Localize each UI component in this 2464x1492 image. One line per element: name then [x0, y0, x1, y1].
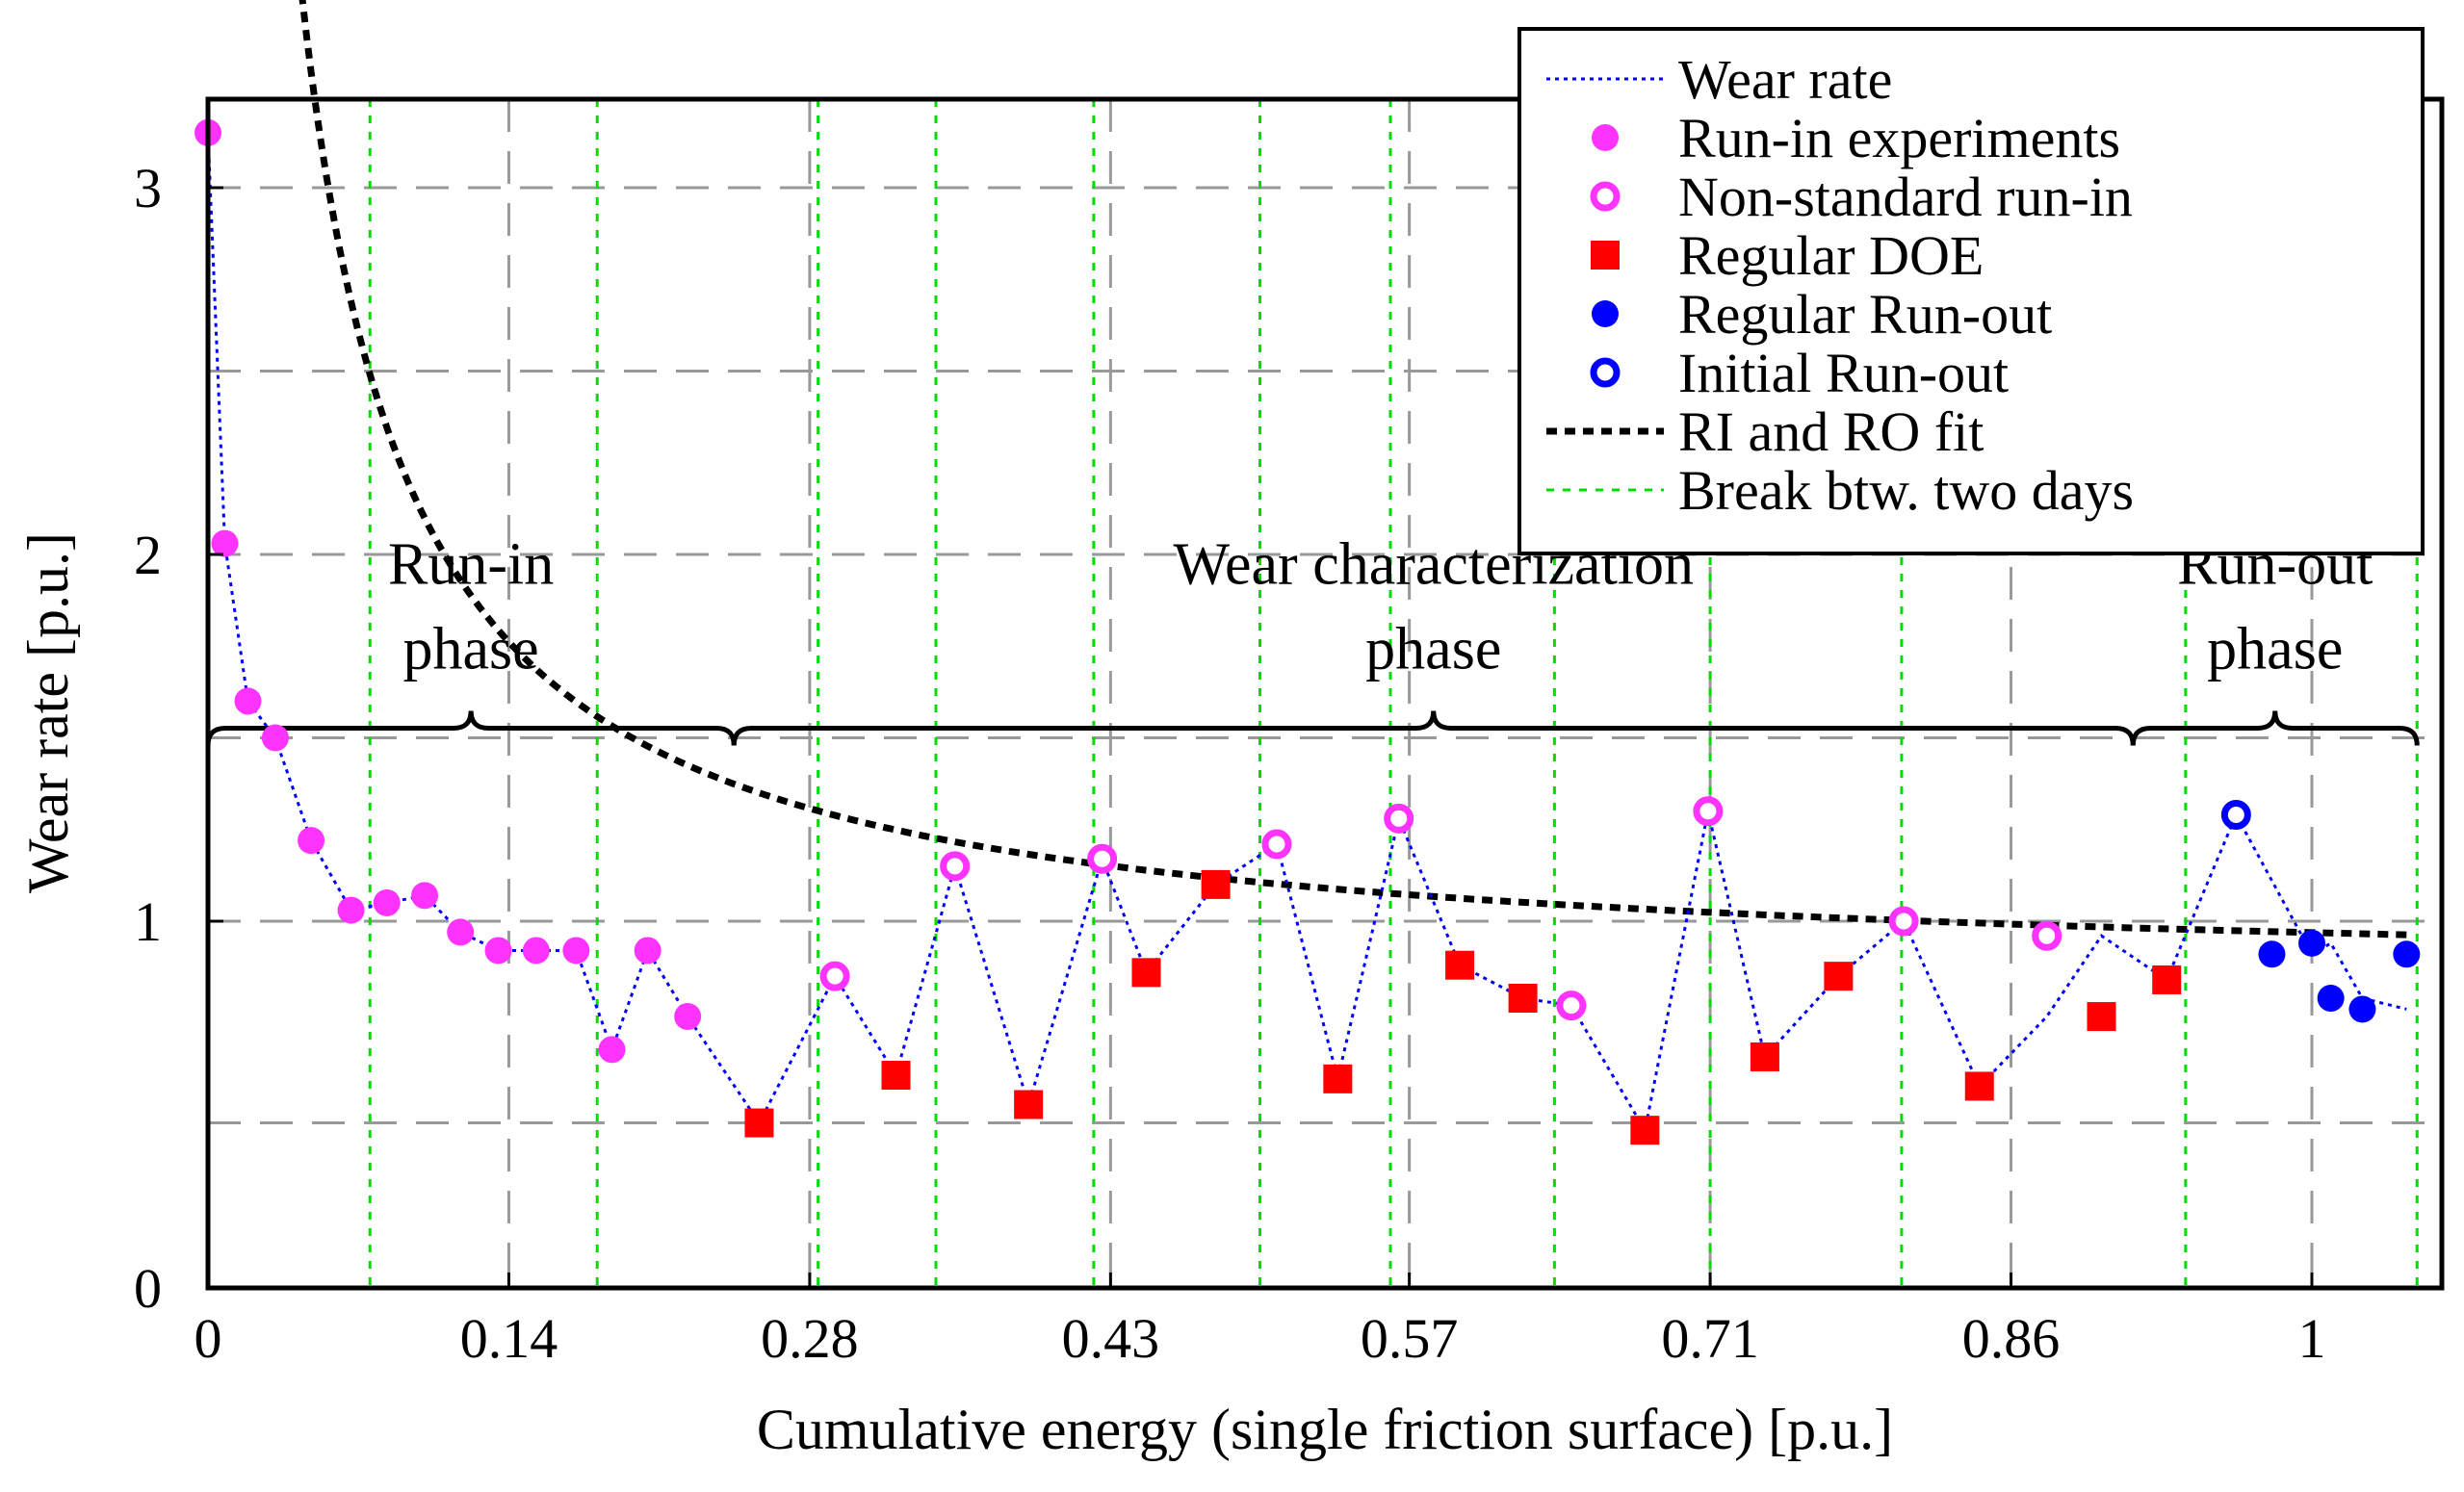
regular-doe-point: [1630, 1116, 1660, 1145]
legend-label: Wear rate: [1678, 48, 1892, 111]
x-tick-label: 0.71: [1661, 1307, 1759, 1370]
non-standard-run-in-point: [1087, 843, 1118, 874]
regular-doe-point: [1824, 962, 1854, 991]
run-in-point: [522, 937, 550, 965]
regular-run-out-point: [2348, 995, 2376, 1023]
phase-label: phase: [1365, 617, 1501, 682]
non-standard-run-in-point: [1888, 906, 1919, 937]
legend-marker: [1592, 300, 1619, 327]
x-tick-label: 0.57: [1361, 1307, 1459, 1370]
legend-label: RI and RO fit: [1678, 400, 1984, 463]
run-in-point: [234, 687, 262, 715]
x-tick-label: 0.28: [761, 1307, 859, 1370]
run-in-point: [634, 937, 661, 965]
run-in-point: [298, 827, 325, 855]
run-in-point: [411, 882, 439, 910]
legend-entry-nonstd: Non-standard run-in: [1590, 166, 2133, 228]
non-standard-run-in-point: [1556, 990, 1587, 1021]
grid-lines: [208, 99, 2442, 1288]
legend-box: [1517, 27, 2425, 555]
y-tick-label: 1: [134, 890, 162, 953]
non-standard-run-in-point: [819, 961, 850, 991]
initial-run-out-point: [2220, 800, 2251, 831]
run-in-point: [337, 896, 365, 924]
phase-brace: [2130, 710, 2420, 746]
phase-label: Run-in: [388, 532, 554, 598]
regular-doe-point: [1014, 1090, 1044, 1119]
phase-brace: [731, 710, 2136, 746]
legend-entry-wear-rate: Wear rate: [1546, 48, 1892, 111]
x-tick-label: 0.86: [1962, 1307, 2061, 1370]
legend-marker: [1592, 124, 1619, 151]
run-in-point: [562, 937, 590, 965]
regular-doe-point: [1964, 1071, 1994, 1101]
legend-entry-runin: Run-in experiments: [1592, 107, 2120, 169]
phase-label: phase: [2207, 617, 2343, 682]
non-standard-run-in-point: [940, 851, 971, 882]
regular-run-out-point: [2258, 940, 2286, 968]
plot-frame: [205, 96, 2445, 1291]
legend-entry-runout: Regular Run-out: [1592, 283, 2052, 346]
run-in-point: [598, 1036, 626, 1064]
regular-doe-point: [1508, 984, 1538, 1014]
run-in-point: [373, 888, 401, 916]
legend-entry-fit: RI and RO fit: [1546, 400, 1984, 463]
x-axis-label: Cumulative energy (single friction surfa…: [757, 1398, 1893, 1461]
legend-label: Initial Run-out: [1678, 342, 2009, 404]
y-tick-label: 3: [134, 157, 162, 219]
regular-doe-point: [1445, 950, 1475, 980]
x-tick-label: 0.43: [1062, 1307, 1160, 1370]
phase-brace: [205, 710, 737, 746]
legend-label: Regular DOE: [1678, 224, 1984, 287]
regular-doe-point: [1750, 1042, 1779, 1071]
legend-marker: [1590, 181, 1621, 212]
regular-run-out-point: [2298, 929, 2325, 957]
regular-doe-point: [1131, 958, 1161, 988]
run-in-point: [261, 724, 289, 752]
data-series: [195, 0, 2421, 1145]
legend-label: Run-in experiments: [1678, 107, 2120, 169]
regular-run-out-point: [2393, 940, 2421, 968]
regular-doe-point: [2152, 965, 2182, 994]
run-in-point: [211, 529, 239, 557]
legend-entry-initial-runout: Initial Run-out: [1590, 342, 2009, 404]
x-tick-label: 0.14: [460, 1307, 558, 1370]
x-tick-label: 0: [195, 1307, 222, 1370]
axis-ticks: 0 0.14 0.28 0.43 0.57 0.71 0.86 1 0 1 2 3: [134, 157, 2326, 1370]
y-tick-label: 0: [134, 1257, 162, 1320]
run-in-point: [674, 1003, 702, 1031]
non-standard-run-in-point: [1693, 796, 1724, 827]
legend-entry-break: Break btw. two days: [1546, 459, 2134, 522]
non-standard-run-in-point: [1261, 829, 1292, 860]
legend-label: Non-standard run-in: [1678, 166, 2133, 228]
y-axis-label: Wear rate [p.u.]: [16, 532, 80, 893]
regular-doe-point: [1323, 1064, 1353, 1093]
legend-entry-doe: Regular DOE: [1591, 224, 1984, 287]
regular-run-out-point: [2317, 985, 2345, 1013]
legend-label: Regular Run-out: [1678, 283, 2052, 346]
regular-doe-point: [1201, 869, 1231, 899]
non-standard-run-in-point: [2032, 920, 2062, 951]
fit-curve: [298, 0, 2407, 939]
y-tick-label: 2: [134, 524, 162, 586]
legend-label: Break btw. two days: [1678, 459, 2134, 522]
non-standard-run-in-point: [1384, 803, 1414, 834]
regular-doe-point: [744, 1108, 774, 1138]
run-in-point: [447, 918, 475, 946]
legend-marker: [1590, 357, 1621, 388]
legend-marker: [1591, 241, 1620, 270]
regular-doe-point: [2087, 1002, 2116, 1032]
run-in-point: [484, 937, 512, 965]
regular-doe-point: [881, 1061, 911, 1091]
x-tick-label: 1: [2298, 1307, 2326, 1370]
